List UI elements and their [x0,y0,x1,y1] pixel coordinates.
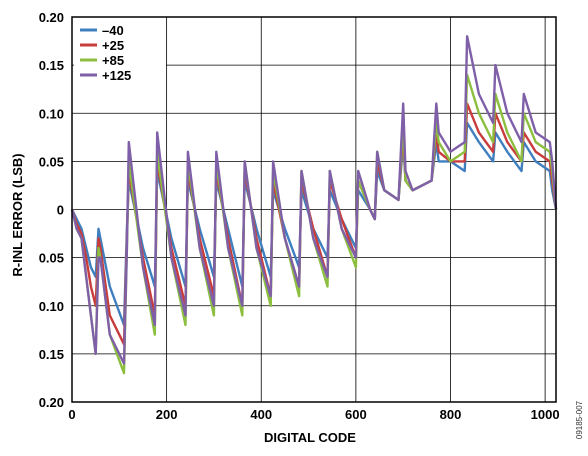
x-tick-labels: 0 200 400 600 800 1000 [68,407,559,422]
y-tick-label: 0.05 [39,154,64,169]
y-axis-label: R-INL ERROR (LSB) [10,153,25,276]
figure-id: 09185-007 [575,400,584,439]
series-line-4 [70,35,558,365]
legend-label: +85 [102,53,124,68]
x-tick-label: 600 [345,407,367,422]
x-tick-label: 0 [68,407,75,422]
x-tick-label: 200 [156,407,178,422]
x-tick-label: 400 [250,407,272,422]
x-tick-label: 800 [440,407,462,422]
x-axis-label: DIGITAL CODE [264,430,356,445]
y-tick-label: 0.05 [39,251,64,266]
y-tick-label: 0.20 [39,10,64,25]
y-tick-label: 0 [57,203,64,218]
series-group [70,35,558,375]
legend-label: –40 [102,23,124,38]
y-tick-label: 0.10 [39,106,64,121]
y-tick-label: 0.20 [39,395,64,410]
legend: –40+25+85+125 [74,19,166,85]
y-tick-label: 0.10 [39,299,64,314]
legend-label: +125 [102,68,131,83]
legend-label: +25 [102,38,124,53]
y-tick-label: 0.15 [39,58,64,73]
y-tick-label: 0.15 [39,347,64,362]
x-tick-label: 1000 [531,407,560,422]
plot-frame [71,16,557,403]
y-tick-labels: 0.20 0.15 0.10 0.05 0 0.05 0.10 0.15 0.20 [39,10,64,410]
